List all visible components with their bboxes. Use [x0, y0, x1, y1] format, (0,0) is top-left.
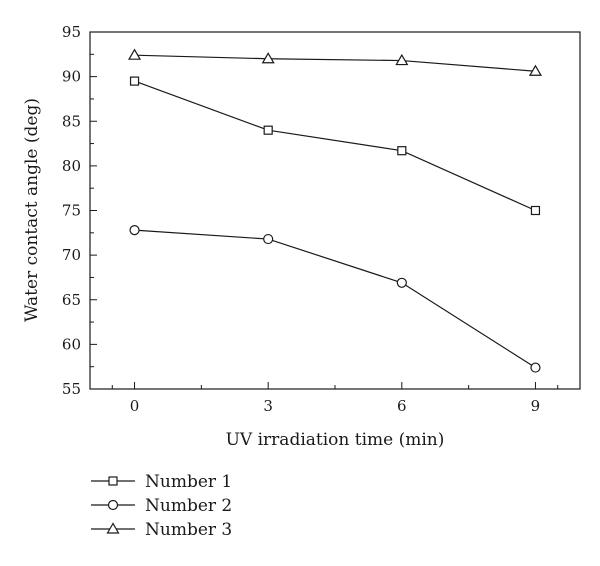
legend-item: Number 3: [91, 520, 232, 540]
series-1: [129, 76, 541, 216]
series-2-point: [396, 277, 407, 288]
legend: Number 1 Number 2 Number 3: [91, 472, 232, 540]
y-tick-label: 60: [62, 335, 81, 353]
series-2-point: [263, 233, 274, 245]
legend-label: Number 1: [145, 472, 232, 492]
legend-item: Number 2: [91, 496, 232, 516]
plot-frame: [89, 31, 581, 390]
legend-marker: [108, 476, 118, 486]
series-2: [129, 225, 541, 373]
y-tick-label: 70: [62, 246, 81, 264]
series-3-line: [134, 54, 536, 72]
series-3-point: [395, 53, 409, 66]
series-1-line: [134, 80, 536, 212]
series-1-point: [397, 146, 407, 156]
y-tick-label: 75: [62, 202, 81, 220]
y-tick-label: 90: [62, 68, 81, 86]
series-3-point: [261, 52, 275, 64]
series-3-point: [528, 64, 542, 76]
y-tick-label: 55: [62, 380, 81, 398]
legend-label: Number 2: [145, 496, 232, 516]
series-1-point: [263, 125, 273, 135]
x-tick-label: 9: [531, 397, 541, 415]
x-axis-title: UV irradiation time (min): [226, 430, 445, 450]
series-2-line: [134, 229, 536, 369]
y-tick-label: 85: [62, 112, 81, 130]
x-tick-label: 3: [263, 397, 273, 415]
series-3: [128, 48, 542, 76]
series-layer: [128, 48, 542, 373]
series-2-point: [530, 362, 541, 373]
x-tick-label: 0: [130, 397, 140, 415]
series-1-point: [530, 205, 541, 216]
legend-item: Number 1: [91, 472, 232, 492]
x-axis-ticks: 0 3 6 9: [111, 382, 559, 415]
legend-marker: [107, 499, 119, 511]
y-axis-title: Water contact angle (deg): [22, 98, 42, 322]
x-tick-label: 6: [397, 397, 407, 415]
y-tick-label: 80: [62, 157, 81, 175]
y-tick-label: 65: [62, 291, 81, 309]
series-1-point: [129, 76, 140, 86]
y-tick-label: 95: [62, 23, 81, 41]
legend-label: Number 3: [145, 520, 232, 540]
y-axis-ticks: 55 60 65 70 75 80 85 90 95: [62, 23, 97, 398]
series-3-point: [128, 48, 142, 60]
series-2-point: [129, 225, 140, 236]
legend-marker: [106, 522, 120, 534]
